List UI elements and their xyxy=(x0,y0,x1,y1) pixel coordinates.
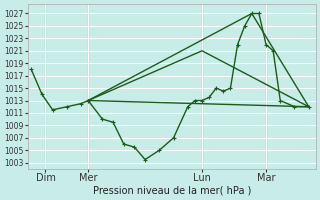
X-axis label: Pression niveau de la mer( hPa ): Pression niveau de la mer( hPa ) xyxy=(92,186,251,196)
